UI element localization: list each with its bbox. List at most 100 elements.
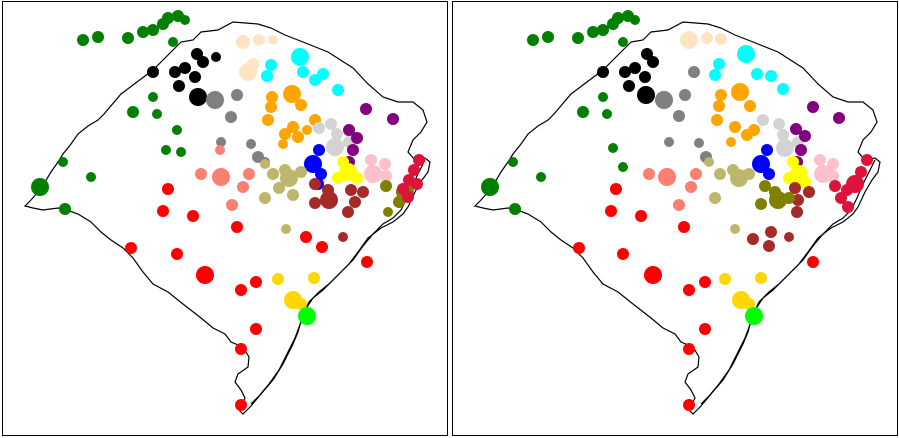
- map-marker-red: [250, 323, 262, 335]
- map-marker-gray: [246, 139, 256, 149]
- map-marker-salmon: [215, 145, 225, 155]
- map-marker-purple: [351, 132, 363, 144]
- map-marker-lightgray: [331, 128, 343, 140]
- map-marker-gray: [655, 91, 673, 109]
- map-marker-darkkhaki: [709, 192, 721, 204]
- map-marker-green: [148, 92, 158, 102]
- map-marker-cyan: [332, 84, 344, 96]
- map-marker-orange: [266, 91, 278, 103]
- map-marker-cyan: [291, 48, 309, 66]
- map-marker-darkkhaki: [287, 189, 299, 201]
- map-marker-gray: [206, 91, 224, 109]
- map-marker-red: [235, 399, 247, 411]
- map-marker-cyan: [261, 70, 273, 82]
- map-marker-blue: [763, 168, 775, 180]
- map-marker-pink: [814, 165, 832, 183]
- map-marker-orange: [302, 125, 312, 135]
- map-marker-red: [617, 248, 629, 260]
- map-marker-brown: [345, 184, 357, 196]
- map-marker-red: [644, 266, 662, 284]
- map-marker-red: [573, 242, 585, 254]
- map-marker-green: [618, 162, 628, 172]
- map-marker-green: [176, 147, 186, 157]
- map-marker-gray: [679, 89, 691, 101]
- map-marker-green: [127, 106, 139, 118]
- map-marker-orange: [711, 114, 723, 126]
- map-marker-pink: [814, 154, 826, 166]
- map-marker-olive: [783, 192, 795, 204]
- map-marker-gray: [225, 111, 237, 123]
- map-marker-bisque: [236, 35, 250, 49]
- map-marker-red: [157, 205, 169, 217]
- map-marker-green: [168, 37, 178, 47]
- map-marker-crimson: [855, 166, 867, 178]
- map-marker-green: [618, 37, 628, 47]
- map-marker-gold: [755, 272, 767, 284]
- map-marker-gray: [688, 66, 700, 78]
- map-marker-crimson: [413, 154, 425, 166]
- map-marker-red: [610, 183, 622, 195]
- map-marker-black: [173, 80, 185, 92]
- map-marker-salmon: [243, 168, 255, 180]
- map-marker-red: [807, 256, 819, 268]
- map-marker-brown: [784, 232, 794, 242]
- map-marker-crimson: [411, 178, 423, 190]
- map-marker-green: [527, 34, 539, 46]
- map-marker-yellow: [787, 156, 799, 168]
- map-marker-cyan: [737, 45, 755, 63]
- map-marker-green: [137, 26, 149, 38]
- map-canvas-right: [473, 10, 881, 415]
- map-marker-olive: [755, 198, 767, 210]
- map-marker-green: [598, 92, 608, 102]
- map-marker-lightgray: [776, 139, 794, 157]
- map-marker-crimson: [835, 192, 847, 204]
- map-marker-lightgray: [313, 122, 325, 134]
- map-marker-orange: [278, 139, 288, 149]
- map-marker-brown: [792, 194, 804, 206]
- map-marker-salmon: [685, 181, 697, 193]
- map-marker-black: [641, 48, 653, 60]
- map-marker-black: [619, 66, 631, 78]
- map-marker-red: [125, 242, 137, 254]
- map-marker-bisque: [253, 34, 265, 46]
- map-marker-black: [623, 80, 635, 92]
- map-marker-lightgray: [777, 129, 789, 141]
- map-marker-green: [597, 24, 609, 36]
- map-marker-black: [639, 71, 651, 83]
- map-canvas-left: [23, 10, 431, 415]
- map-marker-yellow: [332, 172, 344, 184]
- map-marker-brown: [765, 226, 777, 238]
- state-outline: [23, 21, 431, 415]
- map-marker-cyan: [751, 68, 763, 80]
- map-marker-orange: [262, 114, 274, 126]
- map-marker-salmon: [226, 199, 238, 211]
- marker-layer: [481, 10, 873, 411]
- map-marker-bisque: [715, 33, 727, 45]
- map-marker-green: [577, 106, 589, 118]
- map-marker-darkkhaki: [295, 166, 307, 178]
- map-marker-darkkhaki: [704, 157, 714, 167]
- map-marker-black: [189, 88, 207, 106]
- map-marker-darkkhaki: [281, 224, 291, 234]
- map-marker-crimson: [402, 191, 414, 203]
- map-marker-purple: [833, 112, 845, 124]
- map-marker-brown: [338, 232, 348, 242]
- map-marker-green: [172, 125, 182, 135]
- map-marker-green: [509, 203, 521, 215]
- map-marker-orange: [287, 121, 299, 133]
- map-marker-bisque: [268, 35, 278, 45]
- map-marker-gray: [664, 137, 674, 147]
- map-marker-darkkhaki: [730, 224, 740, 234]
- map-marker-bisque: [247, 58, 259, 70]
- map-marker-bisque: [680, 31, 698, 49]
- map-panel-left: [2, 1, 448, 436]
- map-marker-crimson: [408, 164, 420, 176]
- map-marker-gray: [231, 89, 243, 101]
- map-marker-orange: [713, 100, 725, 112]
- map-marker-black: [637, 86, 655, 104]
- map-marker-brown: [357, 186, 369, 198]
- map-marker-red: [678, 221, 690, 233]
- map-marker-red: [235, 343, 247, 355]
- map-marker-red: [196, 266, 214, 284]
- map-marker-black: [179, 62, 191, 74]
